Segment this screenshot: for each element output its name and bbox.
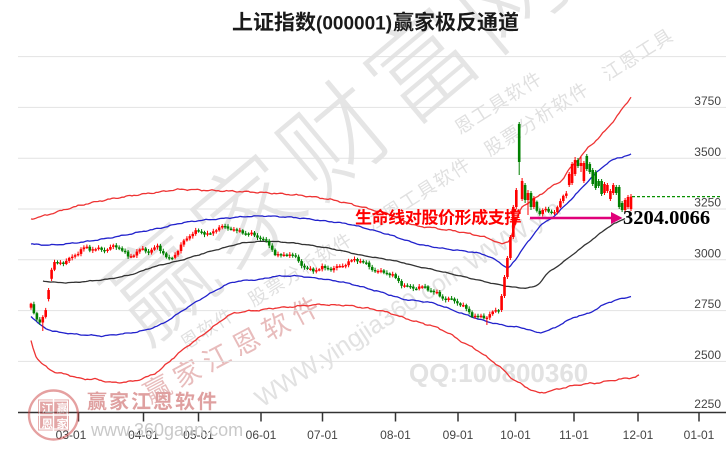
svg-text:05-01: 05-01	[183, 428, 214, 442]
svg-text:www.360gann.com: www.360gann.com	[90, 420, 243, 440]
svg-text:3250: 3250	[694, 196, 721, 210]
svg-text:2750: 2750	[694, 297, 721, 311]
svg-text:3750: 3750	[694, 94, 721, 108]
svg-text:12-01: 12-01	[623, 428, 654, 442]
svg-text:3000: 3000	[694, 246, 721, 260]
svg-text:10-01: 10-01	[500, 428, 531, 442]
svg-text:2250: 2250	[694, 397, 721, 411]
svg-text:01-01: 01-01	[684, 428, 715, 442]
svg-text:2500: 2500	[694, 348, 721, 362]
svg-text:11-01: 11-01	[559, 428, 589, 442]
svg-text:3204.0066: 3204.0066	[623, 207, 710, 229]
svg-text:08-01: 08-01	[380, 428, 411, 442]
svg-text:07-01: 07-01	[307, 428, 338, 442]
svg-text:06-01: 06-01	[246, 428, 277, 442]
svg-text:(000001): (000001)	[316, 14, 392, 35]
svg-text:QQ:100800360: QQ:100800360	[409, 358, 588, 388]
svg-text:3500: 3500	[694, 145, 721, 159]
svg-text:09-01: 09-01	[443, 428, 474, 442]
svg-text:04-01: 04-01	[128, 428, 159, 442]
